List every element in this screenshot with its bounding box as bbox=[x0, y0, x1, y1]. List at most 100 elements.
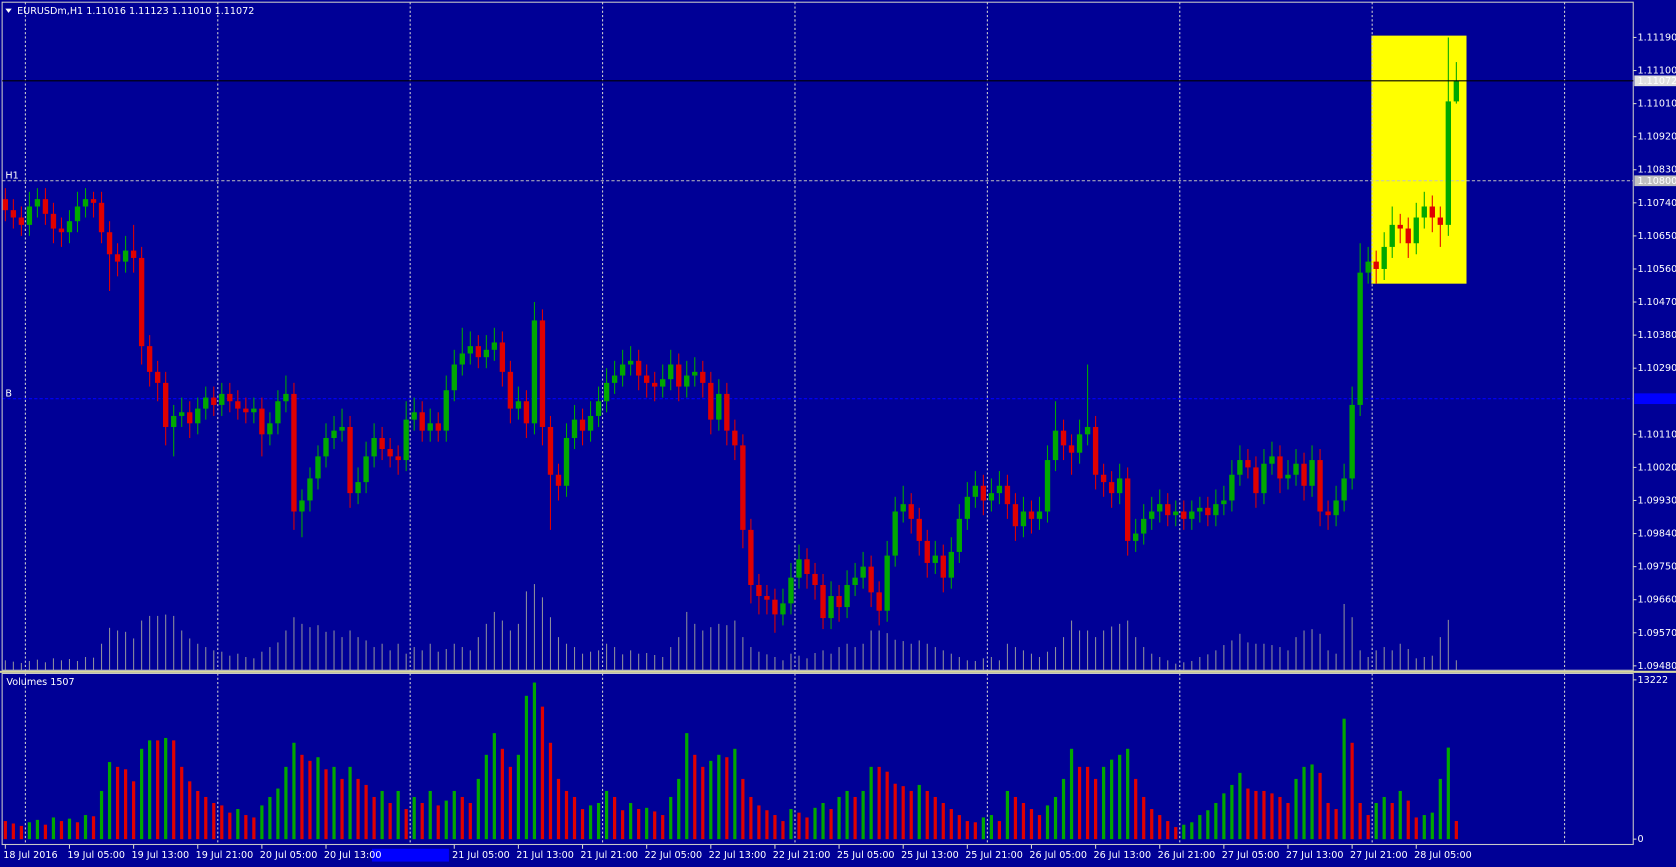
volume-bar bbox=[1350, 742, 1354, 840]
volume-bar bbox=[1318, 772, 1322, 840]
candle-body bbox=[331, 430, 337, 439]
volume-bar bbox=[340, 778, 344, 840]
volume-bar bbox=[741, 778, 745, 840]
candle-body bbox=[467, 346, 473, 354]
candle-body bbox=[1445, 101, 1452, 225]
volume-bar bbox=[123, 769, 128, 840]
candle-body bbox=[1157, 504, 1163, 512]
volume-bar bbox=[1326, 803, 1330, 840]
volume-bar bbox=[35, 819, 40, 840]
volume-bar bbox=[621, 810, 625, 840]
volume-bar bbox=[252, 817, 256, 840]
volume-bar bbox=[268, 796, 272, 840]
candle-body bbox=[924, 540, 930, 563]
highlight-rectangle bbox=[1371, 35, 1467, 284]
volume-bar bbox=[1446, 747, 1450, 840]
candle-body bbox=[1060, 430, 1067, 446]
volume-bar bbox=[829, 809, 833, 840]
candle-body bbox=[219, 393, 225, 405]
candle-body bbox=[619, 364, 626, 376]
volume-bar bbox=[308, 760, 312, 840]
menu-arrow[interactable] bbox=[5, 8, 12, 13]
volume-bar bbox=[396, 790, 400, 840]
y-tick-label: 1.09570 bbox=[1638, 628, 1676, 639]
candle-body bbox=[587, 415, 594, 431]
volume-bar bbox=[404, 809, 408, 840]
volume-bar bbox=[909, 790, 913, 840]
candle-body bbox=[339, 426, 345, 431]
volume-bar bbox=[973, 822, 977, 840]
candle-body bbox=[563, 438, 570, 486]
volume-bar bbox=[1262, 790, 1266, 840]
candle-body bbox=[427, 423, 433, 431]
candle-body bbox=[748, 529, 754, 586]
volume-bar bbox=[1246, 788, 1250, 840]
volume-bar bbox=[629, 803, 633, 840]
candle-body bbox=[1020, 511, 1027, 527]
candle-body bbox=[82, 199, 89, 207]
candle-body bbox=[1413, 217, 1419, 244]
volume-bar bbox=[1222, 793, 1226, 840]
candle-body bbox=[1044, 460, 1051, 512]
candle-body bbox=[692, 371, 698, 376]
volume-bar bbox=[661, 815, 665, 840]
candle-body bbox=[1365, 261, 1371, 273]
volume-bar bbox=[837, 796, 841, 840]
candle-body bbox=[852, 577, 858, 586]
candle-body bbox=[507, 371, 514, 409]
volume-bar bbox=[316, 757, 320, 840]
candle-body bbox=[1133, 533, 1139, 541]
volume-bar bbox=[917, 784, 921, 840]
candle-body bbox=[603, 382, 610, 402]
candle-body bbox=[1036, 511, 1043, 519]
candle-body bbox=[499, 342, 506, 372]
candle-body bbox=[860, 566, 866, 578]
y-tick-label: 1.09660 bbox=[1638, 595, 1676, 606]
x-tick-label: 19 Jul 13:00 bbox=[131, 850, 189, 861]
candle-body bbox=[34, 199, 41, 207]
candle-body bbox=[1012, 504, 1019, 527]
candle-body bbox=[403, 419, 409, 461]
volume-bar bbox=[596, 803, 601, 840]
candle-body bbox=[908, 504, 914, 519]
candle-body bbox=[539, 320, 546, 427]
candle-body bbox=[732, 430, 738, 446]
volume-bar bbox=[380, 790, 384, 840]
volume-bar bbox=[677, 778, 681, 840]
volume-bar bbox=[476, 778, 480, 840]
candle-body bbox=[1325, 511, 1331, 516]
volume-bar bbox=[733, 748, 737, 840]
volume-bar bbox=[67, 818, 72, 840]
volume-bar bbox=[1061, 778, 1066, 840]
candle-body bbox=[267, 423, 273, 435]
candle-body bbox=[1092, 426, 1099, 475]
volume-bar bbox=[364, 784, 368, 840]
x-tick-label: 26 Jul 05:00 bbox=[1029, 850, 1087, 861]
candle-body bbox=[916, 518, 922, 541]
candle-body bbox=[1277, 456, 1283, 479]
volume-bar bbox=[540, 706, 545, 840]
y-tick-label: 1.10290 bbox=[1638, 363, 1676, 374]
y-tick-label: 1.10740 bbox=[1638, 198, 1676, 209]
x-tick-label: 27 Jul 21:00 bbox=[1350, 850, 1408, 861]
candle-body bbox=[395, 456, 401, 461]
candle-body bbox=[26, 206, 33, 225]
candle-body bbox=[996, 485, 1003, 494]
candle-body bbox=[668, 364, 674, 380]
candle-body bbox=[1197, 507, 1203, 512]
candle-body bbox=[1205, 507, 1211, 516]
candle-body bbox=[1333, 500, 1339, 516]
candle-body bbox=[106, 232, 113, 255]
level-price-box bbox=[1634, 175, 1676, 187]
volume-bar bbox=[604, 790, 609, 840]
volume-bar bbox=[933, 796, 937, 840]
volume-bar bbox=[1013, 796, 1018, 840]
volume-bar bbox=[372, 796, 376, 840]
volume-bar bbox=[669, 796, 673, 840]
volume-bar bbox=[508, 766, 512, 840]
volume-bar bbox=[1053, 796, 1058, 840]
volume-bar bbox=[1134, 778, 1138, 840]
time-cursor-box bbox=[371, 848, 449, 862]
candle-body bbox=[531, 320, 538, 424]
candle-body bbox=[419, 412, 425, 431]
